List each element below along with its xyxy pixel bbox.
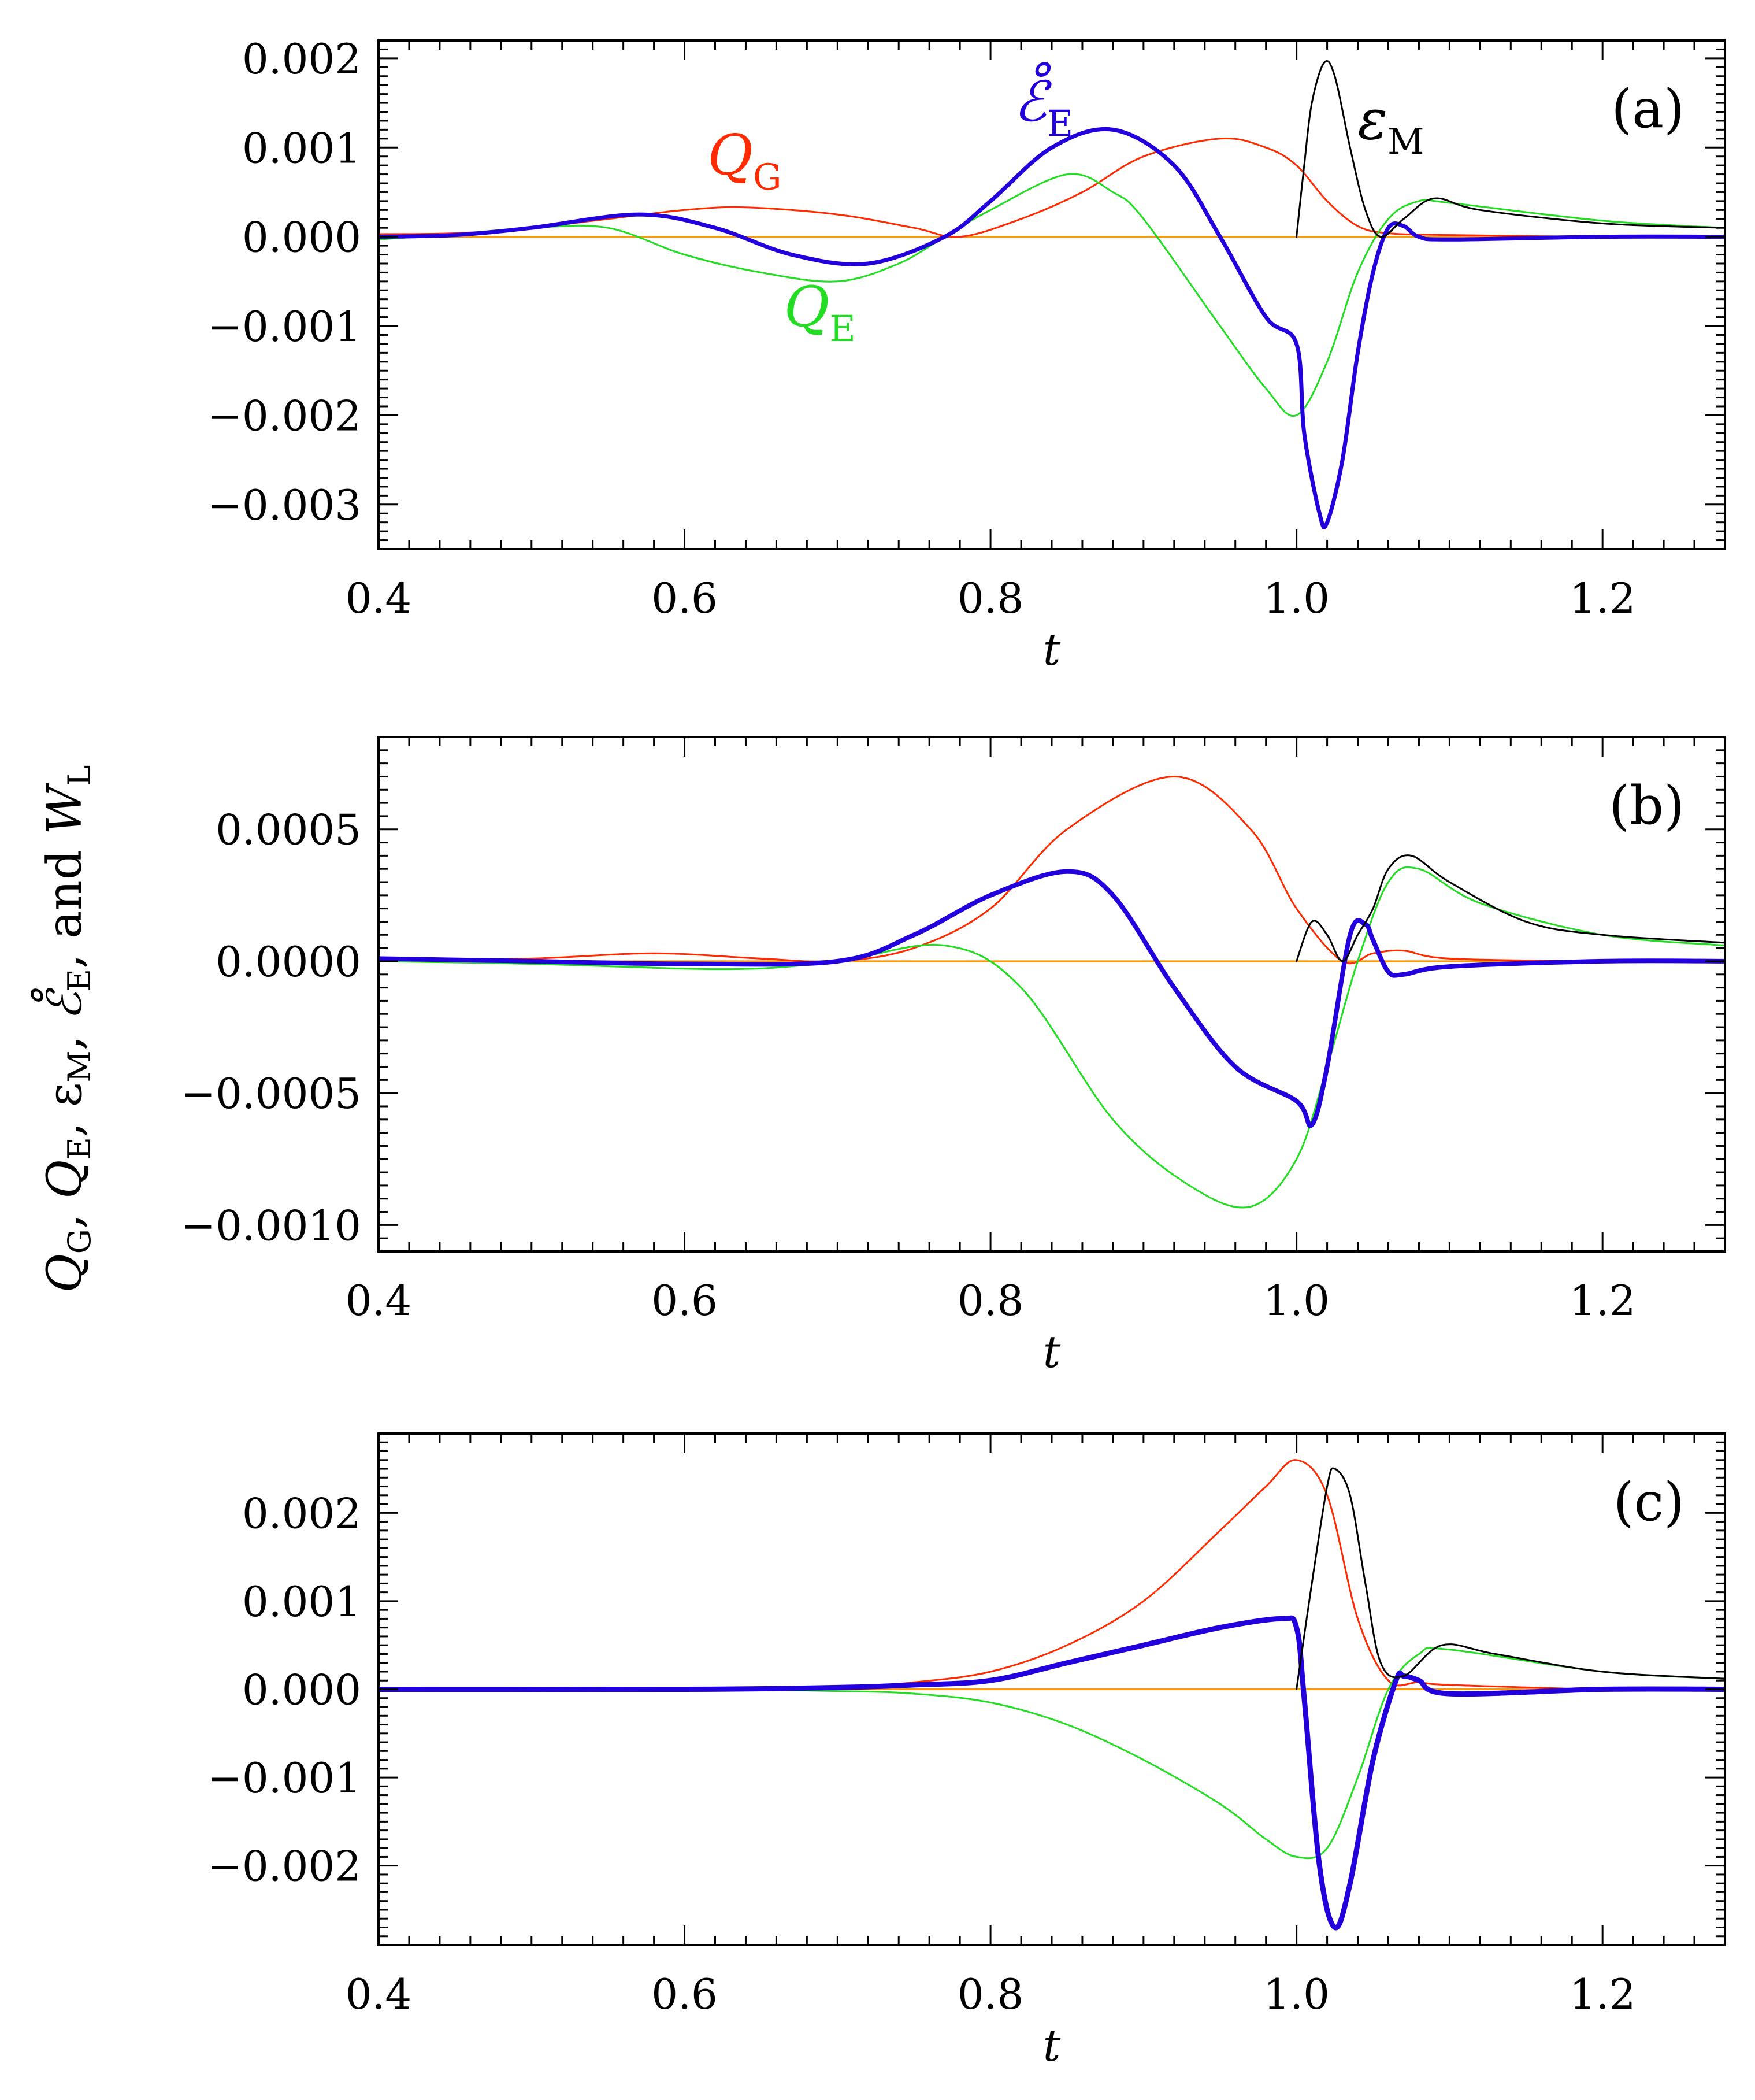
ylabel-edot-sub: E: [61, 969, 98, 991]
annotation-subscript: E: [1047, 102, 1073, 145]
panel-label: (b): [1609, 775, 1684, 836]
y-tick-label: −0.001: [207, 1754, 361, 1802]
ylabel-wl-sub: L: [61, 765, 98, 786]
ylabel-qe: Q: [38, 1160, 92, 1199]
y-tick-label: −0.003: [207, 481, 361, 529]
annotation-symbol: Q: [707, 123, 753, 188]
series-eps-m: [1296, 1467, 1725, 1690]
series-lines: [379, 776, 1725, 1209]
ylabel-qg: Q: [38, 1254, 92, 1292]
x-tick-label: 0.8: [958, 1970, 1024, 2018]
annotation-symbol: ε: [1358, 87, 1388, 152]
plot-frame: [377, 736, 1726, 1253]
ylabel-edot: ℰ̊: [31, 987, 92, 1020]
y-tick-label: 0.0000: [216, 938, 361, 986]
ylabel-sep-3: ,: [38, 1020, 92, 1050]
ylabel-sep-2: ,: [38, 1107, 92, 1137]
annotation-subscript: M: [1387, 120, 1424, 162]
y-tick-label: 0.000: [242, 213, 361, 262]
x-tick-label: 0.6: [651, 574, 718, 623]
x-tick-label: 1.2: [1570, 574, 1636, 623]
annotation-q-e: QE: [784, 275, 856, 350]
series-q-e: [379, 866, 1725, 1209]
y-tick-label: −0.001: [207, 302, 361, 351]
x-tick-label: 1.2: [1570, 1276, 1636, 1325]
annotation-subscript: G: [753, 156, 782, 198]
y-tick-label: 0.0005: [216, 806, 361, 854]
x-tick-label: 0.4: [346, 1276, 412, 1325]
x-axis-label: t: [1043, 624, 1061, 675]
annotation-eps-m: εM: [1358, 87, 1424, 162]
series-q-e: [379, 173, 1725, 417]
panel-label: (a): [1611, 78, 1684, 140]
annotation-symbol: Q: [784, 275, 830, 339]
panel-a: 0.4 0.6 0.8 1.0 1.2 0.002 0.001 0.000 −0.001 −0.0…: [207, 35, 1726, 675]
x-tick-label: 0.4: [346, 1970, 412, 2018]
y-tick-label: 0.002: [242, 35, 361, 83]
series-e-dot: [379, 869, 1725, 1128]
y-tick-label: −0.0005: [181, 1069, 361, 1118]
x-tick-label: 0.8: [958, 574, 1024, 623]
ylabel-epsm: ε: [38, 1083, 92, 1107]
x-tick-label: 0.4: [346, 574, 412, 623]
y-tick-label: −0.002: [207, 1842, 361, 1891]
series-eps-m: [1296, 854, 1725, 962]
panel-b: 0.4 0.6 0.8 1.0 1.2 0.0005 0.0000 −0.0005 −0.001…: [181, 736, 1726, 1377]
x-tick-label: 1.0: [1263, 1970, 1330, 2018]
series-lines: [379, 60, 1725, 529]
panel-label: (c): [1613, 1471, 1684, 1533]
y-tick-label: 0.000: [242, 1666, 361, 1714]
series-eps-m: [1296, 60, 1725, 238]
y-tick-label: −0.002: [207, 391, 361, 440]
ylabel-epsm-sub: M: [61, 1050, 98, 1082]
y-tick-label: 0.001: [242, 1577, 361, 1626]
y-axis-label: QG, QE, εM, ℰ̊E, and WL: [31, 765, 98, 1293]
series-q-g: [379, 776, 1725, 965]
x-tick-label: 0.6: [651, 1970, 718, 2018]
ylabel-sep-1: ,: [38, 1199, 92, 1229]
y-tick-label: 0.001: [242, 124, 361, 172]
series-e-dot: [379, 127, 1725, 529]
y-tick-label: 0.002: [242, 1489, 361, 1538]
x-axis-label: t: [1043, 1326, 1061, 1377]
x-axis-label: t: [1043, 2020, 1061, 2071]
annotation-symbol: ℰ̊: [1014, 61, 1052, 134]
x-tick-label: 1.2: [1570, 1970, 1636, 2018]
ylabel-wl: W: [38, 783, 92, 835]
ylabel-qg-sub: G: [61, 1229, 98, 1254]
annotation-subscript: E: [829, 308, 855, 350]
ylabel-and: , and: [38, 835, 92, 969]
ylabel-qe-sub: E: [61, 1137, 98, 1160]
y-tick-label: −0.0010: [181, 1201, 361, 1250]
x-tick-label: 0.6: [651, 1276, 718, 1325]
x-tick-label: 0.8: [958, 1276, 1024, 1325]
panel-c: 0.4 0.6 0.8 1.0 1.2 0.002 0.001 0.000 −0.001 −0.0…: [207, 1432, 1726, 2071]
series-q-e: [379, 1647, 1725, 1860]
series-lines: [379, 1459, 1725, 1931]
x-tick-label: 1.0: [1263, 1276, 1330, 1325]
series-e-dot: [379, 1615, 1725, 1931]
annotation-q-g: QG: [707, 123, 781, 198]
series-q-g: [379, 137, 1725, 238]
x-tick-label: 1.0: [1263, 574, 1330, 623]
series-q-g: [379, 1459, 1725, 1691]
annotation-e-dot: ℰ̊E: [1014, 61, 1073, 144]
